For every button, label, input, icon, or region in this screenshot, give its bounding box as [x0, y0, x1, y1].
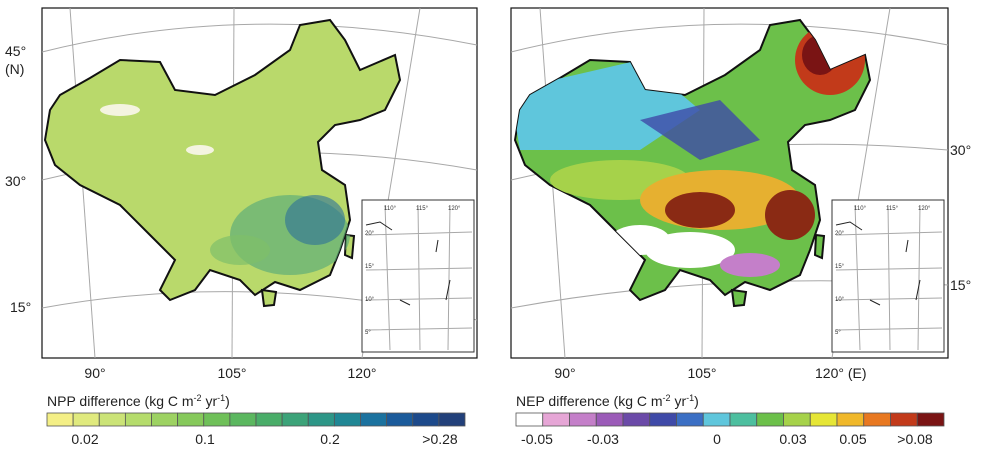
- inset-lat-label: 10°: [835, 297, 845, 303]
- colorbar-swatch: [307, 412, 335, 427]
- colorbar-swatch: [916, 412, 945, 427]
- colorbar-label: 0.03: [779, 431, 806, 447]
- colorbar-swatch: [386, 412, 414, 427]
- colorbar-swatch: [438, 412, 466, 427]
- colorbar-swatch: [783, 412, 811, 427]
- colorbar-swatch: [515, 412, 544, 427]
- legend-title-part: ): [225, 393, 230, 409]
- colorbar-label: -0.05: [521, 431, 553, 447]
- colorbar-swatch: [46, 412, 74, 427]
- colorbar-swatch: [649, 412, 677, 427]
- lon-label: 105°: [218, 365, 247, 381]
- map-panels: [41, 7, 949, 359]
- legend-title: NEP difference (kg C m-2 yr-1): [516, 393, 699, 409]
- lat-label: 15°: [950, 277, 971, 293]
- legend-title-part: yr: [671, 393, 687, 409]
- legend-title-part: -1: [217, 393, 225, 403]
- colorbar-swatch: [729, 412, 758, 427]
- inset-lat-label: 5°: [835, 330, 841, 336]
- colorbar-label: 0.1: [195, 431, 215, 447]
- inset-lat-label: 5°: [365, 330, 371, 336]
- lon-label: 105°: [688, 365, 717, 381]
- lon-label: 120° (E): [815, 365, 867, 381]
- colorbar-swatch: [676, 412, 704, 427]
- colorbar-label: -0.03: [587, 431, 619, 447]
- colorbar-label: 0.2: [320, 431, 340, 447]
- colorbar-label: 0.02: [71, 431, 98, 447]
- lon-label: 120°: [348, 365, 377, 381]
- colorbar-swatch: [333, 412, 361, 427]
- inset-lon-label: 115°: [886, 206, 899, 212]
- colorbar-swatch: [890, 412, 918, 427]
- colorbar-swatch: [124, 412, 152, 427]
- legend-title-part: -2: [194, 393, 202, 403]
- legend-title-part: -1: [686, 393, 694, 403]
- colorbar-swatch: [281, 412, 309, 427]
- lon-label: 90°: [554, 365, 575, 381]
- inset-lon-label: 115°: [416, 206, 429, 212]
- colorbar-swatch: [836, 412, 865, 427]
- colorbar-swatch: [622, 412, 651, 427]
- lat-label: 30°: [5, 173, 26, 189]
- colorbar-swatch: [412, 412, 440, 427]
- inset-lat-label: 15°: [835, 264, 845, 270]
- inset-lon-label: 110°: [854, 206, 867, 212]
- colorbar-swatch: [177, 412, 205, 427]
- colorbar-swatch: [229, 412, 257, 427]
- colorbar-swatch: [569, 412, 597, 427]
- colorbar-swatch: [756, 412, 784, 427]
- nep-map: [514, 19, 871, 307]
- legend-title-part: ): [694, 393, 699, 409]
- colorbar-swatch: [702, 412, 731, 427]
- legend-title-part: yr: [202, 393, 218, 409]
- npp-map: [44, 19, 401, 307]
- colorbar-label: 0: [713, 431, 721, 447]
- inset-lat-label: 10°: [365, 297, 375, 303]
- inset-lon-label: 120°: [448, 206, 461, 212]
- colorbar-swatch: [151, 412, 179, 427]
- colorbar-swatch: [863, 412, 891, 427]
- legend-title-part: NEP difference (kg C m: [516, 393, 663, 409]
- inset-lon-label: 120°: [918, 206, 931, 212]
- lat-label: 15°: [10, 299, 31, 315]
- left-inset: [361, 199, 475, 353]
- colorbar-swatch: [542, 412, 570, 427]
- inset-lat-label: 20°: [365, 231, 375, 237]
- lat-label: 45°: [5, 43, 26, 59]
- inset-lat-label: 20°: [835, 231, 845, 237]
- legend-title: NPP difference (kg C m-2 yr-1): [47, 393, 230, 409]
- legend-title-part: -2: [663, 393, 671, 403]
- right-inset: [831, 199, 945, 353]
- legend-title-part: NPP difference (kg C m: [47, 393, 194, 409]
- colorbar-swatch: [203, 412, 231, 427]
- colorbar-swatch: [72, 412, 100, 427]
- lat-label: 30°: [950, 142, 971, 158]
- lat-label: (N): [5, 61, 24, 77]
- colorbar-swatch: [595, 412, 624, 427]
- inset-lon-label: 110°: [384, 206, 397, 212]
- colorbar-label: >0.28: [422, 431, 458, 447]
- colorbar-swatch: [360, 412, 388, 427]
- lon-label: 90°: [84, 365, 105, 381]
- colorbar-swatch: [255, 412, 283, 427]
- colorbar-swatch: [98, 412, 126, 427]
- colorbar-label: 0.05: [839, 431, 866, 447]
- colorbar-swatch: [809, 412, 838, 427]
- axis-labels: 45° (N) 30° 15° 90° 105° 120° 30° 15° 90…: [5, 43, 971, 381]
- colorbar-label: >0.08: [897, 431, 933, 447]
- inset-lat-label: 15°: [365, 264, 375, 270]
